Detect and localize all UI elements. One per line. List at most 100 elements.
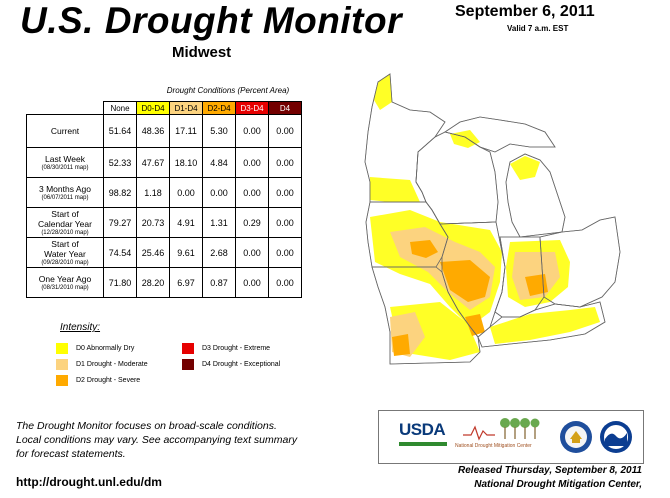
- drought-conditions-table: None D0-D4 D1-D4 D2-D4 D3-D4 D4 Current …: [26, 101, 302, 298]
- legend-swatch: [182, 359, 194, 370]
- row-label: Start of Water Year (09/28/2010 map): [26, 237, 104, 268]
- row-label-text: Water Year: [44, 248, 86, 259]
- row-label: Start of Calendar Year (12/28/2010 map): [26, 207, 104, 238]
- legend-item-d2: D2 Drought - Severe: [56, 375, 140, 386]
- row-label-sub: (06/07/2011 map): [41, 194, 89, 201]
- table-cell: 17.11: [169, 114, 203, 148]
- table-cell: 6.97: [169, 267, 203, 298]
- release-date: Released Thursday, September 8, 2011: [458, 465, 642, 476]
- legend-label: D3 Drought - Extreme: [202, 345, 271, 352]
- col-d1-d4: D1-D4: [169, 101, 203, 115]
- row-label: One Year Ago (08/31/2010 map): [26, 267, 104, 298]
- row-label-text: Start of: [51, 238, 79, 249]
- d0-minnesota-north: [374, 74, 392, 110]
- table-cell: 2.68: [202, 237, 236, 268]
- col-d4: D4: [268, 101, 302, 115]
- table-cell: 0.00: [169, 177, 203, 208]
- row-label-sub: (08/30/2011 map): [41, 164, 89, 171]
- row-label: 3 Months Ago (06/07/2011 map): [26, 177, 104, 208]
- col-none: None: [103, 101, 137, 115]
- row-label-text: 3 Months Ago: [39, 183, 91, 194]
- row-label-text: Start of: [51, 208, 79, 219]
- table-cell: 0.00: [235, 114, 269, 148]
- d0-minnesota-south: [370, 177, 420, 202]
- table-cell: 1.18: [136, 177, 170, 208]
- d2-illinois: [440, 260, 490, 302]
- table-cell: 4.91: [169, 207, 203, 238]
- table-cell: 51.64: [103, 114, 137, 148]
- d0-kentucky: [490, 307, 600, 344]
- table-cell: 4.84: [202, 147, 236, 178]
- ndmc-logo-icon: [463, 418, 540, 441]
- table-cell: 1.31: [202, 207, 236, 238]
- row-label-text: One Year Ago: [38, 273, 92, 284]
- table-cell: 52.33: [103, 147, 137, 178]
- table-row: One Year Ago (08/31/2010 map) 71.80 28.20…: [26, 267, 302, 298]
- table-cell: 25.46: [136, 237, 170, 268]
- table-cell: 79.27: [103, 207, 137, 238]
- d2-iowa: [410, 240, 438, 258]
- valid-time: Valid 7 a.m. EST: [507, 24, 569, 33]
- col-d3-d4: D3-D4: [235, 101, 269, 115]
- col-d0-d4: D0-D4: [136, 101, 170, 115]
- table-cell: 0.87: [202, 267, 236, 298]
- table-cell: 98.82: [103, 177, 137, 208]
- d2-illinois-south: [465, 314, 485, 336]
- table-cell: 0.00: [235, 147, 269, 178]
- midwest-drought-map: [364, 73, 621, 365]
- table-row: Start of Calendar Year (12/28/2010 map) 79…: [26, 207, 302, 238]
- table-caption: Drought Conditions (Percent Area): [166, 86, 290, 95]
- footnote-line: for forecast statements.: [16, 448, 126, 460]
- footnote-line: The Drought Monitor focuses on broad-sca…: [16, 420, 277, 432]
- legend-item-d3: D3 Drought - Extreme: [182, 343, 270, 354]
- table-cell: 20.73: [136, 207, 170, 238]
- d0-michigan-north: [510, 156, 540, 180]
- legend-item-d1: D1 Drought - Moderate: [56, 359, 148, 370]
- col-d2-d4: D2-D4: [202, 101, 236, 115]
- legend-swatch: [56, 375, 68, 386]
- table-cell: 48.36: [136, 114, 170, 148]
- usda-logo-bar: [399, 442, 447, 446]
- legend-label: D2 Drought - Severe: [76, 377, 141, 384]
- drought-url-link[interactable]: http://drought.unl.edu/dm: [16, 475, 162, 489]
- table-cell: 0.00: [268, 207, 302, 238]
- table-cell: 0.00: [268, 267, 302, 298]
- row-label-text: Last Week: [44, 153, 85, 164]
- legend-label: D0 Abnormally Dry: [76, 345, 135, 352]
- table-row: Last Week (08/30/2011 map) 52.33 47.67 18…: [26, 147, 302, 178]
- table-row: Current 51.64 48.36 17.11 5.30 0.00 0.00: [26, 114, 302, 148]
- d2-indiana: [525, 274, 548, 296]
- legend-label: D1 Drought - Moderate: [76, 361, 148, 368]
- table-cell: 0.29: [235, 207, 269, 238]
- table-cell: 0.00: [202, 177, 236, 208]
- row-label-text: Calendar Year: [38, 218, 92, 229]
- agency-logos: USDA National Drought Mitigation Center: [378, 410, 644, 464]
- row-label: Last Week (08/30/2011 map): [26, 147, 104, 178]
- table-cell: 18.10: [169, 147, 203, 178]
- d2-missouri: [392, 334, 410, 356]
- table-cell: 0.00: [268, 114, 302, 148]
- table-cell: 47.67: [136, 147, 170, 178]
- ndmc-logo-text: National Drought Mitigation Center: [455, 443, 532, 449]
- legend-item-d4: D4 Drought - Exceptional: [182, 359, 280, 370]
- table-cell: 0.00: [235, 177, 269, 208]
- table-cell: 0.00: [268, 237, 302, 268]
- table-cell: 0.00: [268, 147, 302, 178]
- table-cell: 5.30: [202, 114, 236, 148]
- footnote: The Drought Monitor focuses on broad-sca…: [16, 419, 356, 461]
- row-label-sub: (09/28/2010 map): [41, 259, 89, 266]
- table-cell: 0.00: [268, 177, 302, 208]
- commerce-seal-icon: [560, 421, 592, 453]
- legend-swatch: [182, 343, 194, 354]
- legend-title: Intensity:: [60, 322, 101, 333]
- legend-swatch: [56, 343, 68, 354]
- footnote-line: Local conditions may vary. See accompany…: [16, 434, 298, 446]
- row-label-sub: (12/28/2010 map): [41, 229, 89, 236]
- release-info: Released Thursday, September 8, 2011 Nat…: [380, 464, 642, 492]
- d0-wisconsin-north: [450, 130, 480, 148]
- row-label-text: Current: [50, 126, 80, 136]
- table-cell: 0.00: [235, 267, 269, 298]
- table-cell: 28.20: [136, 267, 170, 298]
- table-cell: 9.61: [169, 237, 203, 268]
